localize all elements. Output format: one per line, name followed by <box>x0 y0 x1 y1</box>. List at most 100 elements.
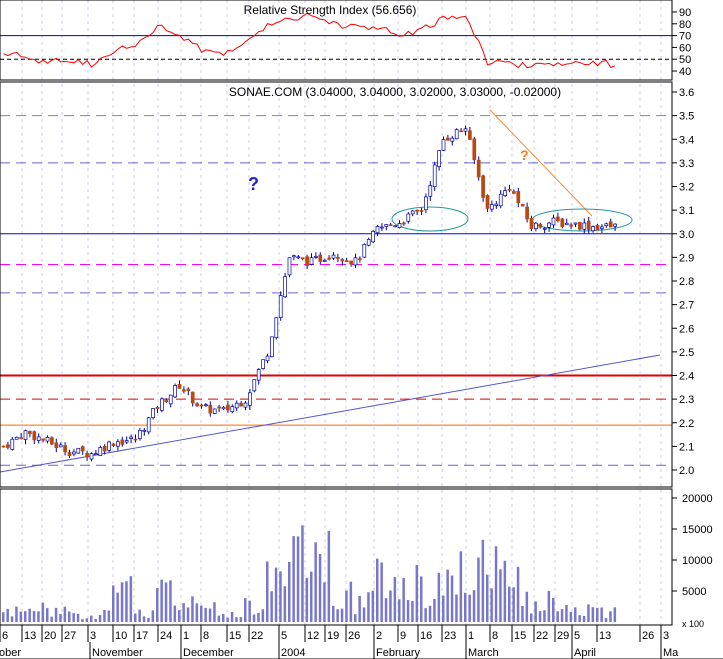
volume-bar <box>270 591 273 622</box>
price-tick-label: 2.2 <box>679 418 694 430</box>
volume-bar <box>336 609 339 622</box>
date-tick-label: 6 <box>2 630 8 642</box>
price-tick-label: 3.0 <box>679 229 694 241</box>
volume-bar <box>164 582 168 622</box>
volume-bar <box>490 588 493 622</box>
rsi-title: Relative Strength Index (56.656) <box>244 3 417 17</box>
volume-bar <box>477 557 480 622</box>
price-tick-label: 2.1 <box>679 441 694 453</box>
candle-body <box>454 129 459 140</box>
volume-bar <box>173 605 177 622</box>
volume-bar <box>398 599 401 622</box>
volume-tick-label: 15000 <box>682 524 713 536</box>
volume-bar <box>182 603 185 622</box>
volume-bar <box>37 611 40 622</box>
candle-body <box>208 404 213 414</box>
volume-bar <box>591 607 595 622</box>
candle-body <box>199 404 204 407</box>
candle-body <box>586 220 591 230</box>
volume-bar <box>292 536 295 622</box>
volume-bar <box>609 611 612 622</box>
date-tick-label: 15 <box>229 630 241 642</box>
candle-body <box>278 295 283 319</box>
date-tick-label: 2 <box>376 630 382 642</box>
rsi-tick-label: 60 <box>679 42 691 54</box>
price-title: SONAE.COM (3.04000, 3.04000, 3.02000, 3.… <box>229 85 561 99</box>
volume-bar <box>72 613 75 622</box>
volume-bar <box>565 604 568 622</box>
volume-bar <box>358 595 361 622</box>
candle-body <box>472 138 477 161</box>
volume-bar <box>94 619 97 622</box>
candle-body <box>437 150 441 167</box>
volume-bar <box>556 611 559 622</box>
date-tick-label: 3 <box>663 630 669 642</box>
date-tick-label: 22 <box>536 630 548 642</box>
volume-bar <box>76 613 80 622</box>
candle-body <box>415 209 419 212</box>
candle-body <box>564 222 569 226</box>
volume-bar <box>543 610 546 622</box>
date-tick-label: 12 <box>307 630 319 642</box>
candle-body <box>85 452 89 458</box>
volume-bar <box>354 614 357 622</box>
candle-body <box>573 222 578 225</box>
date-tick-label: 29 <box>557 630 569 642</box>
volume-bar <box>107 610 111 622</box>
month-label: tober <box>0 647 21 659</box>
volume-bar <box>222 614 225 622</box>
candle-body <box>164 400 169 402</box>
rsi-tick-label: 70 <box>679 31 691 43</box>
candle-body <box>256 369 261 381</box>
date-tick-label: 26 <box>642 630 654 642</box>
volume-bar <box>59 613 62 622</box>
candle-body <box>248 392 252 406</box>
candle-body <box>344 260 349 263</box>
candle-body <box>388 224 393 227</box>
volume-bar <box>283 586 287 622</box>
volume-bar <box>582 615 586 622</box>
volume-bar <box>50 616 53 622</box>
candle-body <box>516 190 521 204</box>
candle-body <box>45 436 50 442</box>
candle-body <box>173 385 177 398</box>
volume-bar <box>125 581 128 622</box>
volume-bar <box>349 581 353 622</box>
volume-bar <box>406 600 410 622</box>
candle-body <box>353 257 358 266</box>
candle-body <box>221 406 226 410</box>
candle-body <box>578 222 582 230</box>
candle-body <box>608 221 613 228</box>
candle-body <box>270 336 274 358</box>
volume-bar <box>455 594 458 622</box>
volume-bar <box>371 590 375 622</box>
volume-bar <box>63 606 67 622</box>
date-tick-label: 8 <box>492 630 498 642</box>
resistance-trendline <box>489 109 593 217</box>
month-label: 2004 <box>281 647 305 659</box>
candle-body <box>512 191 516 194</box>
candle-body <box>432 164 437 187</box>
candle-body <box>204 404 208 407</box>
volume-bar <box>574 607 577 622</box>
volume-bar <box>468 594 471 622</box>
candle-body <box>481 175 485 198</box>
candle-body <box>419 210 424 212</box>
date-tick-label: 8 <box>203 630 209 642</box>
candle-body <box>19 437 23 439</box>
candle-body <box>41 438 45 441</box>
volume-bar <box>472 590 476 622</box>
volume-bar <box>257 612 260 622</box>
price-tick-label: 3.2 <box>679 182 694 194</box>
date-tick-label: 24 <box>160 630 172 642</box>
candle-body <box>177 383 182 389</box>
candle-body <box>138 429 142 439</box>
rsi-tick-label: 90 <box>679 7 691 19</box>
candle-body <box>340 259 345 262</box>
candle-body <box>287 257 292 276</box>
candle-body <box>76 447 81 454</box>
candle-body <box>94 453 98 455</box>
volume-bar <box>204 607 207 622</box>
volume-bar <box>486 574 489 622</box>
volume-bar <box>578 615 581 622</box>
